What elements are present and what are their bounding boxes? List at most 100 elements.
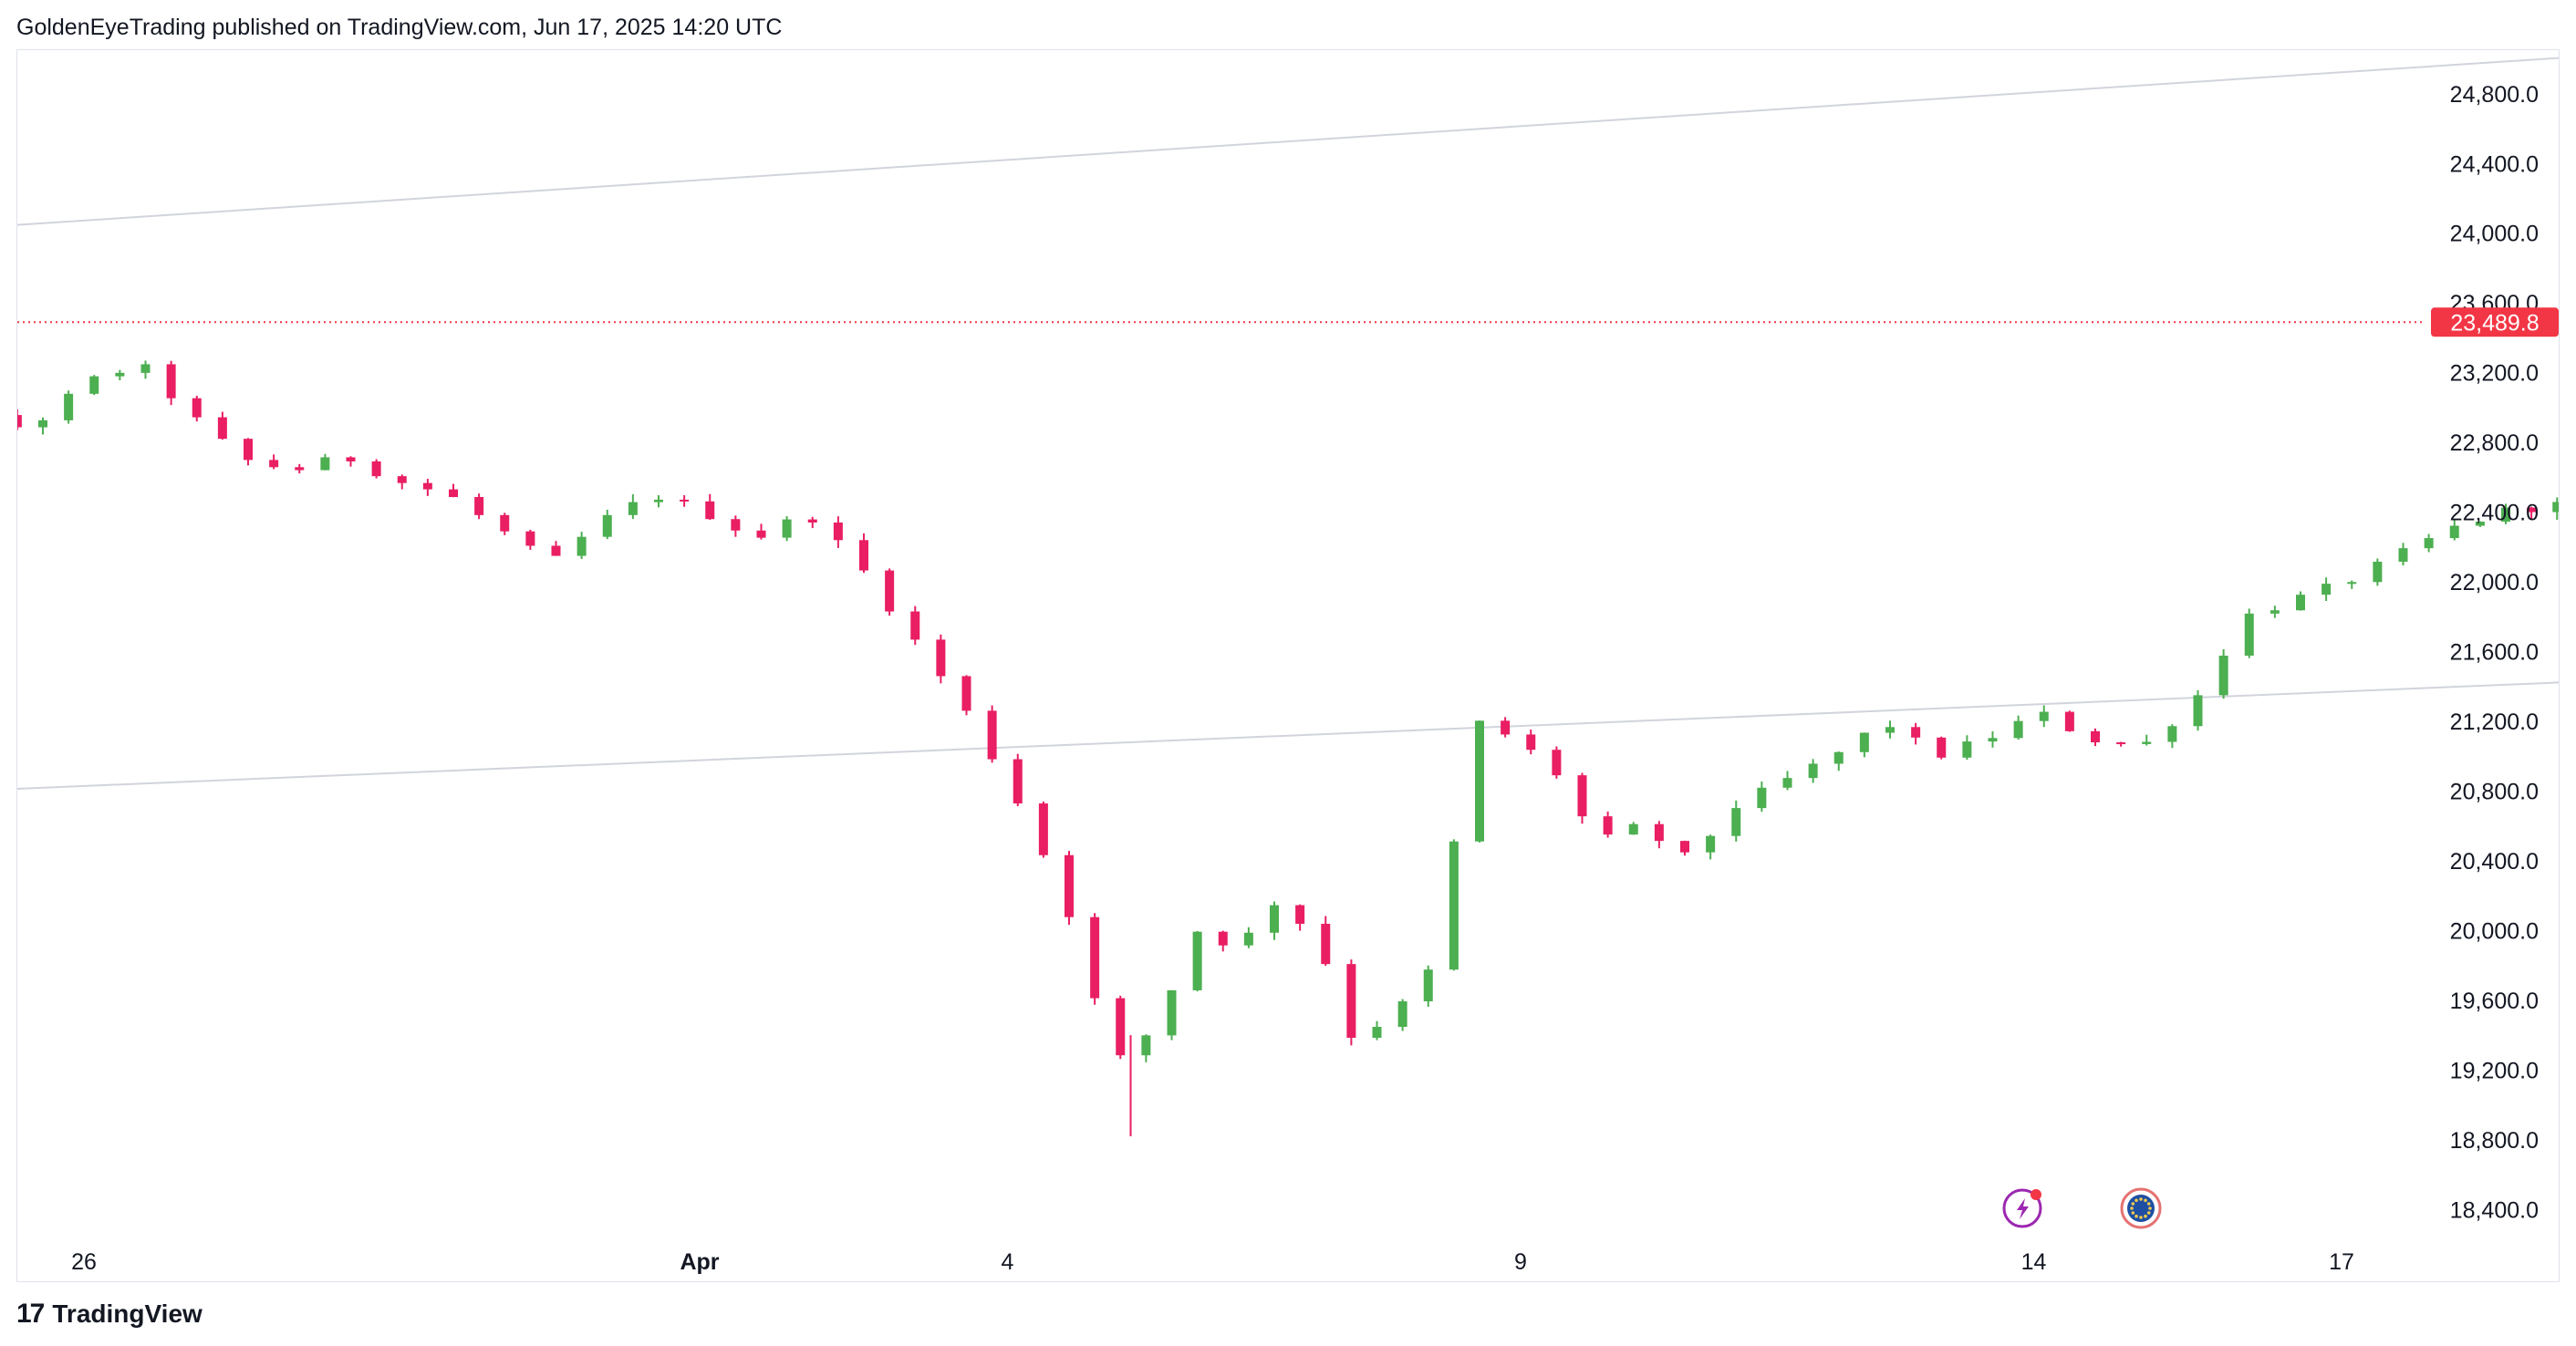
candle[interactable] xyxy=(1243,927,1253,948)
candle[interactable] xyxy=(987,705,997,763)
candle[interactable] xyxy=(2373,558,2383,586)
candle[interactable] xyxy=(602,509,612,540)
upper-channel-trendline[interactable] xyxy=(17,56,2559,237)
candle[interactable] xyxy=(1833,751,1844,771)
candle[interactable] xyxy=(1270,901,1279,940)
candle[interactable] xyxy=(115,369,125,380)
candle[interactable] xyxy=(833,516,843,548)
candle[interactable] xyxy=(2449,520,2459,541)
candle[interactable] xyxy=(1757,782,1767,813)
candle[interactable] xyxy=(2116,741,2126,747)
candle[interactable] xyxy=(397,474,407,490)
candle[interactable] xyxy=(576,532,587,559)
candle[interactable] xyxy=(1731,800,1741,842)
candle[interactable] xyxy=(2064,710,2074,732)
candle[interactable] xyxy=(1603,811,1613,838)
candle[interactable] xyxy=(961,675,971,716)
candle[interactable] xyxy=(38,417,47,435)
candle[interactable] xyxy=(1346,959,1356,1046)
candle[interactable] xyxy=(422,479,432,496)
candle[interactable] xyxy=(166,360,176,406)
candle[interactable] xyxy=(1449,839,1459,971)
candle[interactable] xyxy=(2013,715,2023,740)
candle[interactable] xyxy=(1911,722,1921,745)
candle[interactable] xyxy=(628,494,638,520)
candle[interactable] xyxy=(1321,916,1331,967)
candle[interactable] xyxy=(1116,995,1126,1060)
candle[interactable] xyxy=(89,375,99,396)
candle[interactable] xyxy=(1090,913,1100,1005)
candle[interactable] xyxy=(64,390,74,424)
candle[interactable] xyxy=(731,515,741,537)
candle[interactable] xyxy=(2527,506,2537,521)
candle[interactable] xyxy=(525,529,535,550)
candle[interactable] xyxy=(2039,705,2049,728)
candle[interactable] xyxy=(551,541,561,556)
candle[interactable] xyxy=(936,634,946,684)
candle[interactable] xyxy=(500,513,510,535)
candle[interactable] xyxy=(140,360,151,379)
candle[interactable] xyxy=(1937,736,1947,760)
candle[interactable] xyxy=(2475,521,2485,527)
candle[interactable] xyxy=(295,463,305,474)
candle[interactable] xyxy=(1577,772,1587,824)
candle[interactable] xyxy=(1192,930,1202,992)
candle[interactable] xyxy=(1475,720,1484,843)
candle[interactable] xyxy=(217,411,227,440)
candle[interactable] xyxy=(1962,735,1972,761)
earnings-event-icon[interactable] xyxy=(2002,1188,2042,1228)
candle[interactable] xyxy=(1628,822,1638,835)
candle[interactable] xyxy=(654,495,663,508)
candle[interactable] xyxy=(1397,999,1407,1031)
candle[interactable] xyxy=(705,493,715,520)
candle[interactable] xyxy=(320,453,330,471)
candle[interactable] xyxy=(192,396,202,422)
candle[interactable] xyxy=(1501,717,1511,738)
candle[interactable] xyxy=(2552,497,2559,520)
candle[interactable] xyxy=(859,533,868,574)
candle[interactable] xyxy=(1552,746,1562,779)
candle[interactable] xyxy=(17,409,22,430)
candle[interactable] xyxy=(1423,965,1433,1008)
candle[interactable] xyxy=(1141,1034,1151,1062)
candle[interactable] xyxy=(1372,1020,1382,1041)
candle[interactable] xyxy=(244,438,253,466)
tradingview-logo[interactable]: 17 TradingView xyxy=(16,1299,203,1330)
candle[interactable] xyxy=(2296,591,2305,611)
candle[interactable] xyxy=(1218,930,1228,952)
candle[interactable] xyxy=(756,523,766,540)
candle[interactable] xyxy=(346,456,356,467)
candle[interactable] xyxy=(2347,580,2357,589)
candle[interactable] xyxy=(1167,989,1177,1041)
candle[interactable] xyxy=(807,516,817,529)
candle[interactable] xyxy=(1680,840,1689,856)
lower-channel-trendline[interactable] xyxy=(17,509,2559,796)
candle[interactable] xyxy=(2398,543,2408,566)
candle[interactable] xyxy=(474,493,484,520)
price-chart[interactable]: 24,800.024,400.024,000.023,600.023,200.0… xyxy=(17,50,2559,1281)
candle[interactable] xyxy=(1065,851,1074,926)
candle[interactable] xyxy=(2501,503,2510,524)
candle[interactable] xyxy=(1885,720,1895,739)
candle[interactable] xyxy=(2218,649,2228,699)
economic-event-flag-icon[interactable] xyxy=(2120,1187,2162,1229)
candle[interactable] xyxy=(2167,724,2177,749)
candle[interactable] xyxy=(1654,821,1664,849)
candle[interactable] xyxy=(910,606,920,646)
candle[interactable] xyxy=(2142,734,2152,746)
candle[interactable] xyxy=(885,568,895,616)
chart-frame[interactable]: 24,800.0 24,400.0 24,000.0 23,600.0 23,200.0… xyxy=(16,49,2560,1282)
candle[interactable] xyxy=(2244,608,2254,658)
candle[interactable] xyxy=(1706,834,1716,860)
candle[interactable] xyxy=(1859,732,1869,758)
candle[interactable] xyxy=(680,495,690,507)
candle[interactable] xyxy=(371,459,381,479)
candle[interactable] xyxy=(1295,904,1305,931)
candle[interactable] xyxy=(1808,759,1818,783)
candle[interactable] xyxy=(1526,730,1536,755)
candle[interactable] xyxy=(1782,771,1792,791)
candle[interactable] xyxy=(2091,728,2100,747)
candle[interactable] xyxy=(449,483,458,498)
candle[interactable] xyxy=(2270,606,2280,618)
candle[interactable] xyxy=(2424,533,2434,553)
